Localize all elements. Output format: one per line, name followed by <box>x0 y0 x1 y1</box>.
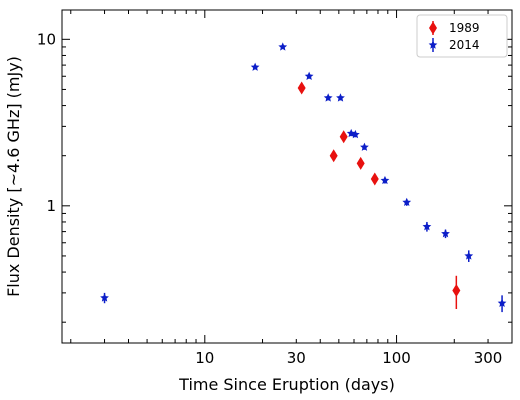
data-point <box>360 142 369 151</box>
data-point <box>402 197 412 207</box>
data-marks <box>100 42 507 313</box>
data-point <box>422 222 432 231</box>
data-point <box>323 93 333 102</box>
series-1989 <box>297 81 461 310</box>
data-point <box>297 81 306 95</box>
data-point <box>464 251 474 260</box>
x-axis-label: Time Since Eruption (days) <box>178 375 395 394</box>
x-tick-label: 100 <box>382 349 411 367</box>
data-point <box>441 229 450 238</box>
x-tick-label: 10 <box>195 349 214 367</box>
data-point <box>278 42 288 51</box>
legend-entry: 1989 <box>449 21 480 35</box>
y-tick-label: 10 <box>37 30 56 48</box>
data-point <box>250 62 260 71</box>
axis-ticks: 10 30 100 300 1 10 <box>37 10 513 367</box>
legend-marker <box>428 40 438 49</box>
data-point <box>100 293 109 302</box>
x-tick-label: 300 <box>474 349 503 367</box>
y-axis-label: Flux Density [~4.6 GHz] (mJy) <box>4 56 23 297</box>
data-point <box>380 175 390 185</box>
legend-marker <box>429 21 437 35</box>
data-point <box>356 156 365 170</box>
data-point <box>370 172 379 186</box>
plot-frame <box>61 9 513 344</box>
data-point <box>351 129 360 139</box>
series-2014 <box>100 42 507 313</box>
data-point <box>497 298 507 307</box>
data-point <box>304 71 314 80</box>
data-point <box>329 149 338 163</box>
legend-entry: 2014 <box>449 38 480 52</box>
data-point <box>452 284 461 298</box>
data-point <box>336 93 345 102</box>
y-tick-label: 1 <box>46 197 56 215</box>
legend-box <box>416 14 508 58</box>
legend: 1989 2014 <box>416 14 508 58</box>
x-tick-label: 30 <box>287 349 306 367</box>
data-point <box>339 130 348 144</box>
